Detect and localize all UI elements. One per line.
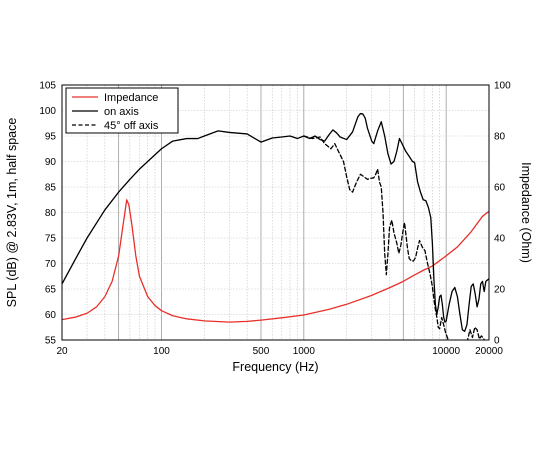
grid [62, 85, 489, 340]
y2-tick-label: 40 [494, 234, 506, 245]
plot-frame [61, 84, 490, 341]
legend-label-impedance: Impedance [104, 92, 158, 104]
series-layer [62, 112, 489, 340]
y2-tick-label: 20 [494, 285, 506, 296]
y2-axis-title: Impedance (Ohm) [519, 162, 533, 263]
y-tick-label: 95 [45, 132, 57, 143]
y-tick-label: 60 [45, 310, 57, 321]
x-tick-label: 20 [56, 346, 68, 357]
legend-label-on-axis: on axis [104, 106, 139, 118]
y-tick-label: 55 [45, 336, 57, 347]
series-line-impedance [62, 199, 489, 323]
series-line-45-off-axis [303, 135, 486, 340]
series-line-on-axis [62, 112, 489, 332]
y-tick-label: 80 [45, 208, 57, 219]
y-axis-title: SPL (dB) @ 2.83V, 1m, half space [5, 118, 19, 308]
x-tick-label: 100 [153, 346, 170, 357]
y-tick-label: 75 [45, 234, 57, 245]
x-tick-label: 500 [253, 346, 270, 357]
y-tick-label: 65 [45, 285, 57, 296]
legend-label-off-axis: 45° off axis [104, 120, 159, 132]
x-tick-label: 1000 [293, 346, 316, 357]
x-tick-label: 20000 [475, 346, 503, 357]
y-tick-label: 90 [45, 157, 57, 168]
y-tick-label: 70 [45, 259, 57, 270]
x-axis-title: Frequency (Hz) [232, 360, 318, 374]
x-tick-label: 10000 [432, 346, 460, 357]
y2-tick-label: 100 [494, 81, 511, 92]
y2-tick-label: 60 [494, 183, 506, 194]
axis-tick-labels: 55 60 65 70 75 80 85 90 95 100 105 0 20 40 60 80 100 20 10… [39, 81, 511, 358]
y2-tick-label: 0 [494, 336, 500, 347]
y-tick-label: 105 [39, 81, 56, 92]
y-tick-label: 85 [45, 183, 57, 194]
legend: Impedance on axis 45° off axis [65, 87, 179, 134]
y2-tick-label: 80 [494, 132, 506, 143]
y-tick-label: 100 [39, 106, 56, 117]
